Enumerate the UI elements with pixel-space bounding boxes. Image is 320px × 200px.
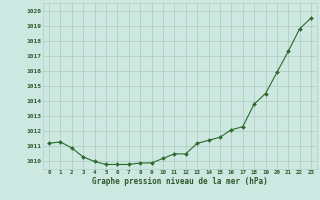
X-axis label: Graphe pression niveau de la mer (hPa): Graphe pression niveau de la mer (hPa)	[92, 177, 268, 186]
